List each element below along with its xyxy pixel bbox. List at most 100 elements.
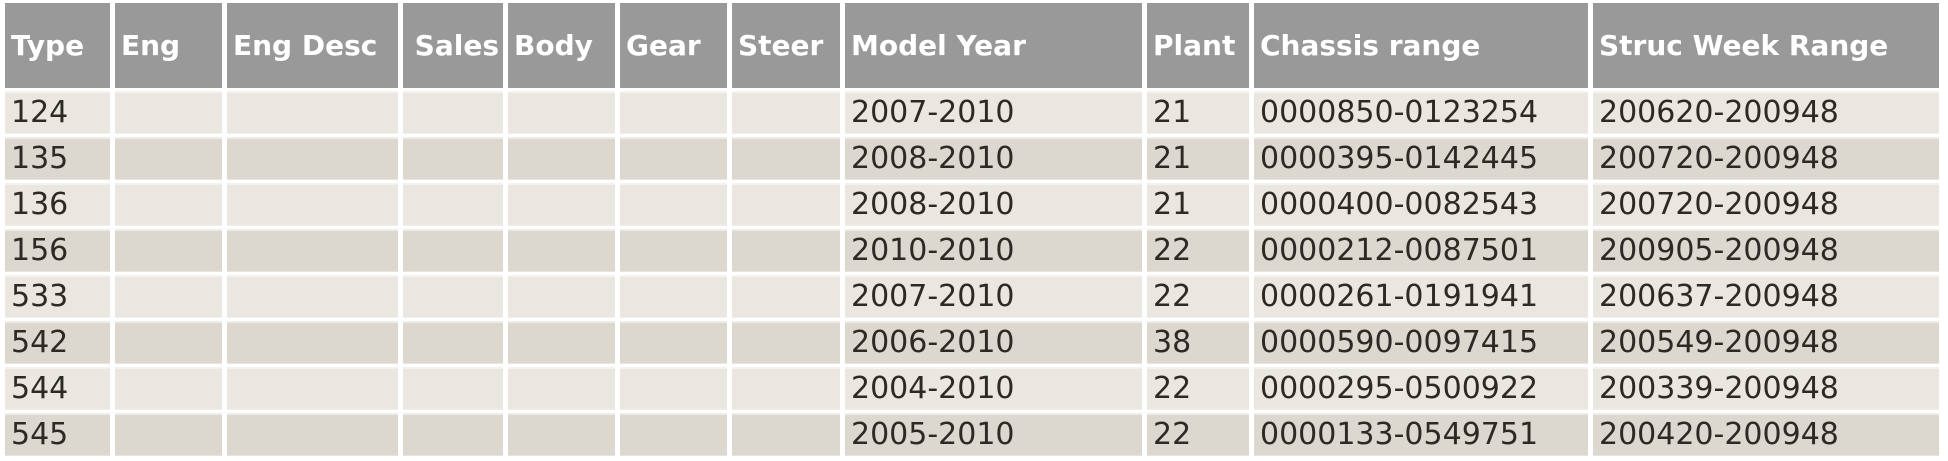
table-row: 542 2006-2010 38 0000590-0097415 200549-2009… (5, 321, 1939, 364)
cell-type: 135 (5, 137, 110, 180)
table-row: 136 2008-2010 21 0000400-0082543 200720-2009… (5, 183, 1939, 226)
cell-steer (732, 91, 840, 134)
cell-gear (620, 183, 727, 226)
cell-eng-desc (227, 321, 398, 364)
cell-chassis-range: 0000212-0087501 (1254, 229, 1588, 272)
table-row: 135 2008-2010 21 0000395-0142445 200720-2009… (5, 137, 1939, 180)
cell-struc-week-range: 200339-200948 (1593, 367, 1939, 410)
cell-plant: 22 (1147, 367, 1249, 410)
cell-sales (403, 275, 503, 318)
cell-gear (620, 275, 727, 318)
cell-steer (732, 229, 840, 272)
cell-eng (115, 367, 222, 410)
column-header-type: Type (5, 3, 110, 88)
cell-steer (732, 137, 840, 180)
cell-model-year: 2007-2010 (845, 91, 1142, 134)
cell-body (508, 91, 615, 134)
column-header-sales: Sales (403, 3, 503, 88)
cell-body (508, 229, 615, 272)
cell-eng-desc (227, 137, 398, 180)
cell-gear (620, 137, 727, 180)
table-row: 545 2005-2010 22 0000133-0549751 200420-2009… (5, 413, 1939, 456)
column-header-eng: Eng (115, 3, 222, 88)
column-header-chassis-range: Chassis range (1254, 3, 1588, 88)
table-row: 533 2007-2010 22 0000261-0191941 200637-2009… (5, 275, 1939, 318)
cell-type: 136 (5, 183, 110, 226)
cell-type: 542 (5, 321, 110, 364)
cell-steer (732, 413, 840, 456)
cell-eng (115, 183, 222, 226)
cell-type: 124 (5, 91, 110, 134)
cell-eng-desc (227, 275, 398, 318)
column-header-eng-desc: Eng Desc (227, 3, 398, 88)
cell-chassis-range: 0000133-0549751 (1254, 413, 1588, 456)
cell-sales (403, 137, 503, 180)
cell-model-year: 2010-2010 (845, 229, 1142, 272)
cell-body (508, 183, 615, 226)
cell-eng (115, 229, 222, 272)
cell-struc-week-range: 200637-200948 (1593, 275, 1939, 318)
cell-eng-desc (227, 229, 398, 272)
cell-eng (115, 275, 222, 318)
cell-struc-week-range: 200720-200948 (1593, 183, 1939, 226)
cell-chassis-range: 0000400-0082543 (1254, 183, 1588, 226)
cell-sales (403, 91, 503, 134)
column-header-plant: Plant (1147, 3, 1249, 88)
cell-plant: 38 (1147, 321, 1249, 364)
cell-type: 544 (5, 367, 110, 410)
cell-struc-week-range: 200420-200948 (1593, 413, 1939, 456)
cell-sales (403, 183, 503, 226)
column-header-steer: Steer (732, 3, 840, 88)
cell-type: 156 (5, 229, 110, 272)
cell-body (508, 413, 615, 456)
cell-body (508, 321, 615, 364)
cell-gear (620, 321, 727, 364)
table-row: 124 2007-2010 21 0000850-0123254 200620-2009… (5, 91, 1939, 134)
cell-eng (115, 137, 222, 180)
cell-steer (732, 321, 840, 364)
cell-plant: 21 (1147, 137, 1249, 180)
table-row: 544 2004-2010 22 0000295-0500922 200339-2009… (5, 367, 1939, 410)
cell-struc-week-range: 200720-200948 (1593, 137, 1939, 180)
cell-body (508, 275, 615, 318)
cell-eng-desc (227, 413, 398, 456)
cell-eng (115, 413, 222, 456)
cell-model-year: 2007-2010 (845, 275, 1142, 318)
table-row: 156 2010-2010 22 0000212-0087501 200905-2009… (5, 229, 1939, 272)
cell-plant: 22 (1147, 229, 1249, 272)
cell-plant: 22 (1147, 413, 1249, 456)
cell-struc-week-range: 200905-200948 (1593, 229, 1939, 272)
cell-plant: 21 (1147, 183, 1249, 226)
cell-model-year: 2008-2010 (845, 137, 1142, 180)
column-header-struc-week-range: Struc Week Range (1593, 3, 1939, 88)
cell-sales (403, 321, 503, 364)
cell-chassis-range: 0000850-0123254 (1254, 91, 1588, 134)
cell-eng-desc (227, 183, 398, 226)
header-row: Type Eng Eng Desc Sales Body Gear Steer … (5, 3, 1939, 88)
column-header-gear: Gear (620, 3, 727, 88)
cell-type: 545 (5, 413, 110, 456)
cell-model-year: 2005-2010 (845, 413, 1142, 456)
cell-gear (620, 413, 727, 456)
cell-chassis-range: 0000395-0142445 (1254, 137, 1588, 180)
cell-gear (620, 229, 727, 272)
cell-body (508, 137, 615, 180)
cell-eng (115, 321, 222, 364)
cell-sales (403, 229, 503, 272)
cell-type: 533 (5, 275, 110, 318)
cell-chassis-range: 0000295-0500922 (1254, 367, 1588, 410)
cell-chassis-range: 0000590-0097415 (1254, 321, 1588, 364)
cell-plant: 22 (1147, 275, 1249, 318)
cell-gear (620, 367, 727, 410)
cell-gear (620, 91, 727, 134)
column-header-body: Body (508, 3, 615, 88)
cell-body (508, 367, 615, 410)
cell-struc-week-range: 200549-200948 (1593, 321, 1939, 364)
cell-steer (732, 367, 840, 410)
cell-eng-desc (227, 91, 398, 134)
cell-eng-desc (227, 367, 398, 410)
cell-steer (732, 275, 840, 318)
cell-model-year: 2008-2010 (845, 183, 1142, 226)
cell-chassis-range: 0000261-0191941 (1254, 275, 1588, 318)
